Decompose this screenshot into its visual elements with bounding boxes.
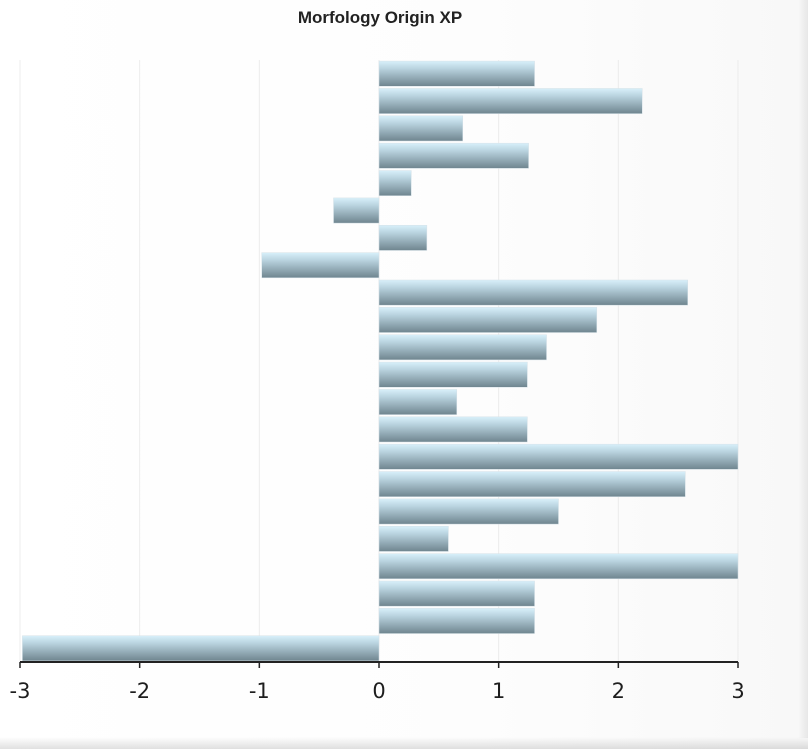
bar [378,225,428,251]
bar [378,498,559,525]
bar [378,580,535,607]
bars [22,60,739,662]
card-bottom-shadow [0,737,808,749]
x-tick-label: 1 [492,679,505,703]
bar [378,443,739,470]
x-tick-label: 3 [731,679,744,703]
bar [378,60,535,87]
bar [378,361,528,388]
x-tick-label: -3 [10,679,31,703]
bar [378,608,535,634]
bar [22,635,380,662]
chart-title: Morfology Origin XP [297,8,463,27]
bar [378,416,528,443]
bar [378,279,688,306]
bar [378,88,643,114]
bar [378,307,598,333]
bar [378,115,464,142]
bar [378,471,686,497]
bar [378,553,739,580]
x-tick-label: -2 [129,679,150,703]
bar [261,252,380,279]
bar [378,334,547,361]
bar [378,142,529,169]
bar [378,170,412,196]
x-tick-label: 2 [612,679,625,703]
bar [378,389,458,415]
x-tick-label: 0 [372,679,385,703]
x-tick-label: -1 [249,679,270,703]
x-axis: -3 -2 -1 0 1 2 3 [10,661,745,703]
bar [333,197,380,224]
card-edge-shadow [798,0,808,738]
bar [378,526,449,552]
